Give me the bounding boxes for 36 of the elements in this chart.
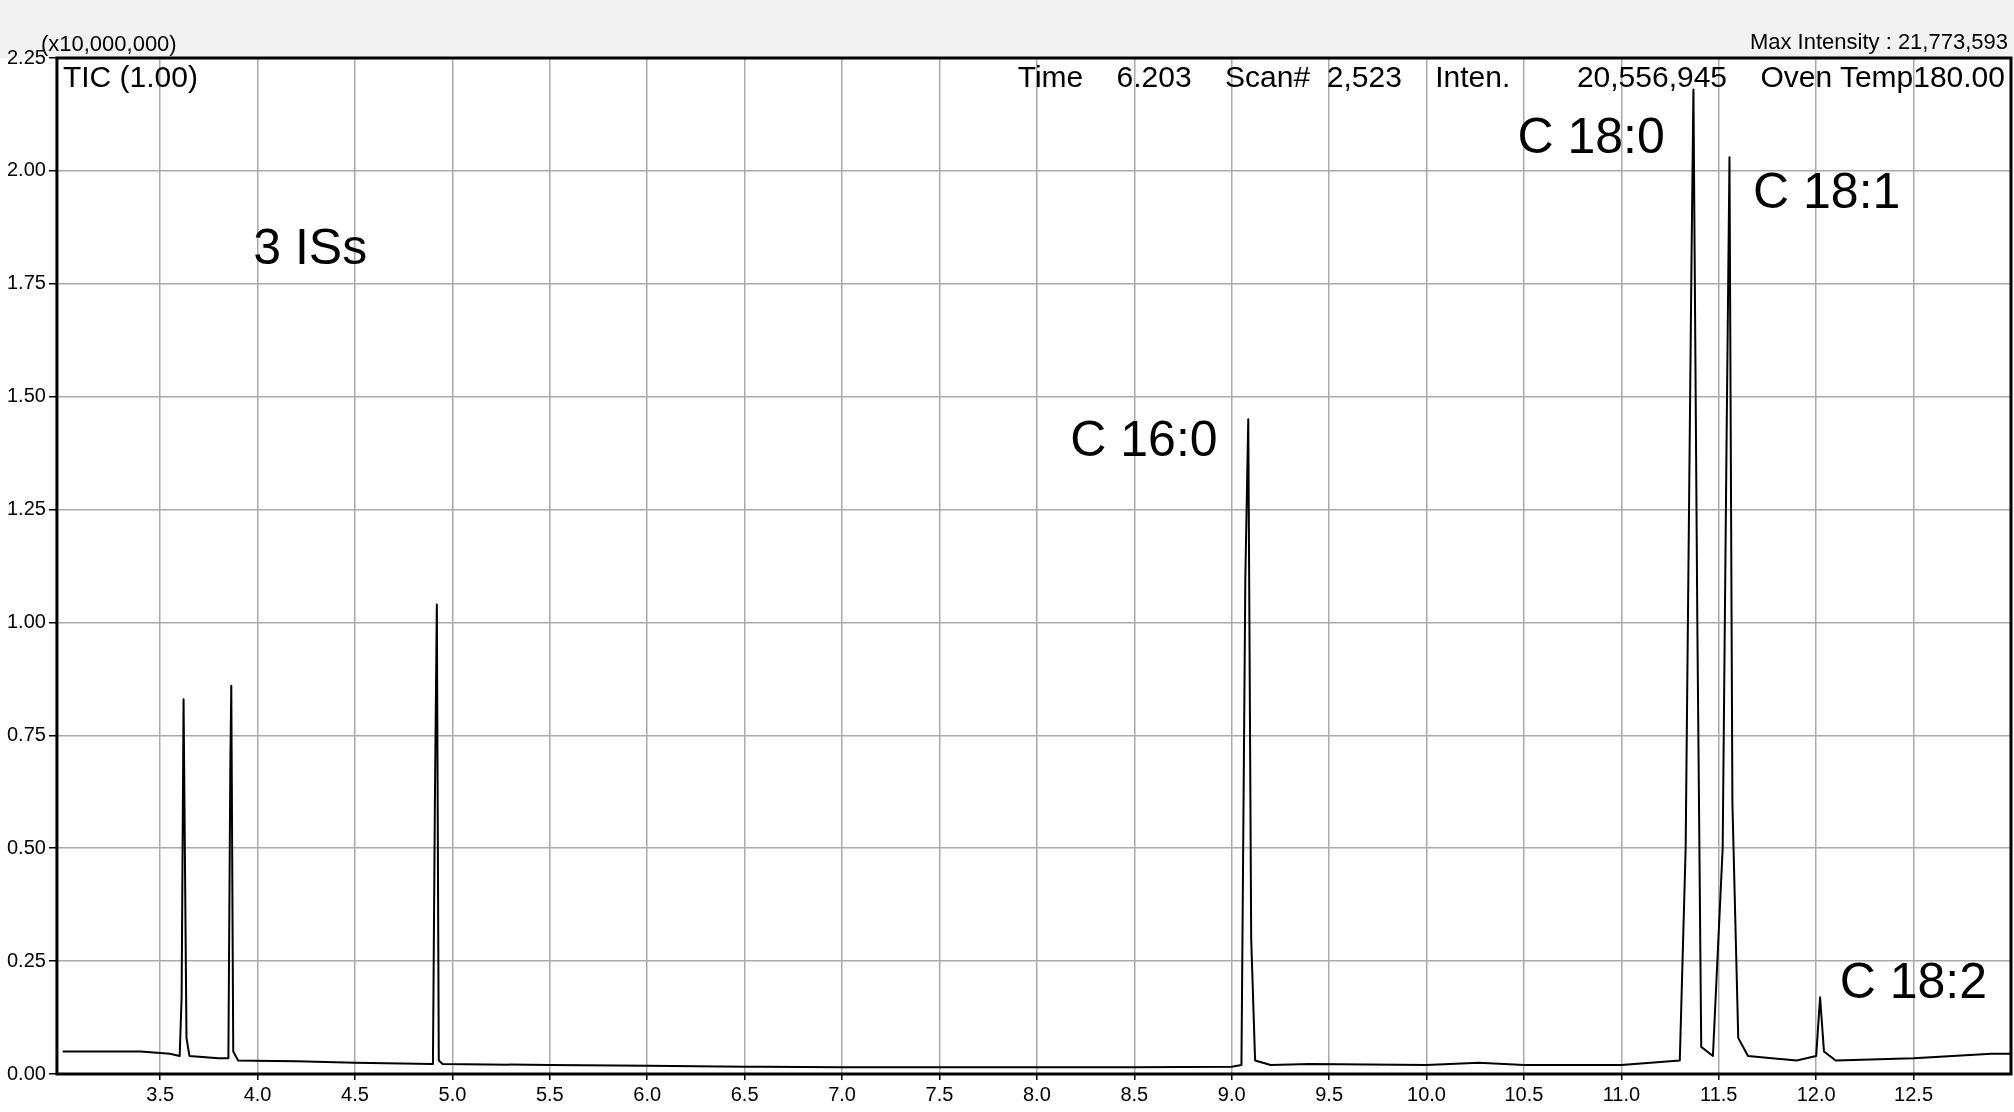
y-tick-label: 0.00 (6, 1061, 46, 1084)
chart-subtitle: Time 6.203 Scan# 2,523 Inten. 20,556,945 Oven Temp180.00 (1017, 60, 2005, 94)
annotation: 3 ISs (253, 218, 368, 275)
x-tick-label: 8.0 (1022, 1082, 1051, 1105)
y-tick-label: 0.50 (6, 835, 46, 858)
annotation: C 18:2 (1839, 952, 1987, 1009)
chart-title: TIC (1.00) (62, 60, 198, 94)
y-tick-label: 1.00 (6, 609, 46, 632)
x-tick-label: 5.5 (535, 1082, 564, 1105)
y-tick-label: 0.75 (6, 722, 46, 745)
x-tick-label: 6.5 (730, 1082, 759, 1105)
annotation: C 18:0 (1517, 107, 1665, 164)
x-tick-label: 7.5 (925, 1082, 954, 1105)
annotation: C 18:1 (1753, 163, 1901, 220)
x-tick-label: 9.5 (1315, 1082, 1344, 1105)
x-tick-label: 7.0 (828, 1082, 856, 1105)
y-tick-label: 2.00 (6, 158, 46, 181)
x-tick-label: 3.5 (146, 1082, 175, 1105)
y-tick-label: 1.75 (6, 271, 46, 294)
annotation: C 16:0 (1070, 411, 1218, 468)
x-tick-label: 10.5 (1504, 1082, 1544, 1105)
x-tick-label: 12.0 (1796, 1082, 1836, 1105)
x-tick-label: 5.0 (438, 1082, 467, 1105)
x-tick-label: 9.0 (1217, 1082, 1246, 1105)
y-tick-label: 0.25 (6, 948, 46, 971)
x-tick-label: 6.0 (633, 1082, 662, 1105)
x-tick-label: 12.5 (1894, 1082, 1934, 1105)
x-tick-label: 10.0 (1407, 1082, 1446, 1105)
y-tick-label: 1.50 (6, 384, 46, 407)
x-tick-label: 11.0 (1602, 1082, 1641, 1105)
x-tick-label: 4.5 (341, 1082, 369, 1105)
y-tick-label: 1.25 (6, 497, 46, 520)
text: Max Intensity : 21,773,593 (1749, 29, 2008, 55)
x-tick-label: 11.5 (1700, 1082, 1738, 1105)
x-tick-label: 8.5 (1120, 1082, 1149, 1105)
x-tick-label: 4.0 (243, 1082, 272, 1105)
